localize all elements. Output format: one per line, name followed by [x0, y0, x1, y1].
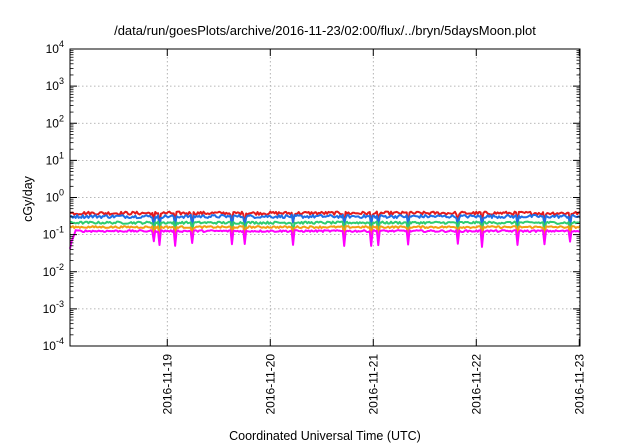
y-tick-base: 10: [46, 42, 60, 56]
y-tick-exponent: -3: [56, 299, 64, 309]
series-line: [69, 229, 581, 249]
y-tick-base: 10: [43, 339, 57, 353]
y-tick-exponent: 4: [59, 39, 64, 49]
x-tick-label: 2016-11-21: [366, 354, 380, 415]
y-tick-exponent: 2: [59, 113, 64, 123]
y-tick-base: 10: [46, 153, 60, 167]
y-tick-label: 10-1: [43, 225, 64, 242]
y-tick-base: 10: [46, 191, 60, 205]
series-line: [69, 210, 581, 228]
y-tick-exponent: 3: [59, 76, 64, 86]
y-tick-exponent: 0: [59, 188, 64, 198]
y-tick-base: 10: [46, 116, 60, 130]
y-tick-label: 10-4: [43, 336, 64, 353]
x-tick-label: 2016-11-23: [572, 354, 586, 415]
series-line: [69, 213, 581, 230]
y-tick-exponent: -2: [56, 262, 64, 272]
grid: [70, 49, 580, 346]
x-tick-label: 2016-11-22: [469, 354, 483, 415]
x-tick-label: 2016-11-19: [160, 354, 174, 415]
series-line: [69, 225, 581, 242]
series-line: [69, 220, 581, 238]
y-tick-base: 10: [43, 302, 57, 316]
y-tick-exponent: -4: [56, 336, 64, 346]
y-axis-label: cGy/day: [21, 175, 35, 222]
y-tick-base: 10: [43, 228, 57, 242]
x-axis-label: Coordinated Universal Time (UTC): [229, 429, 421, 443]
y-tick-exponent: 1: [59, 150, 64, 160]
y-tick-base: 10: [46, 79, 60, 93]
y-tick-label: 10-2: [43, 262, 64, 279]
y-tick-label: 10-3: [43, 299, 64, 316]
y-tick-exponent: -1: [56, 225, 64, 235]
series-group: [69, 210, 581, 249]
y-tick-label: 101: [46, 150, 64, 167]
chart-title: /data/run/goesPlots/archive/2016-11-23/0…: [114, 23, 536, 38]
x-tick-label: 2016-11-20: [263, 354, 277, 415]
y-tick-label: 104: [46, 39, 64, 56]
y-tick-base: 10: [43, 265, 57, 279]
y-tick-label: 103: [46, 76, 64, 93]
x-axis: 2016-11-19 2016-11-20 2016-11-21 2016-11-22…: [160, 49, 586, 415]
y-tick-label: 102: [46, 113, 64, 130]
y-tick-label: 100: [46, 188, 64, 205]
